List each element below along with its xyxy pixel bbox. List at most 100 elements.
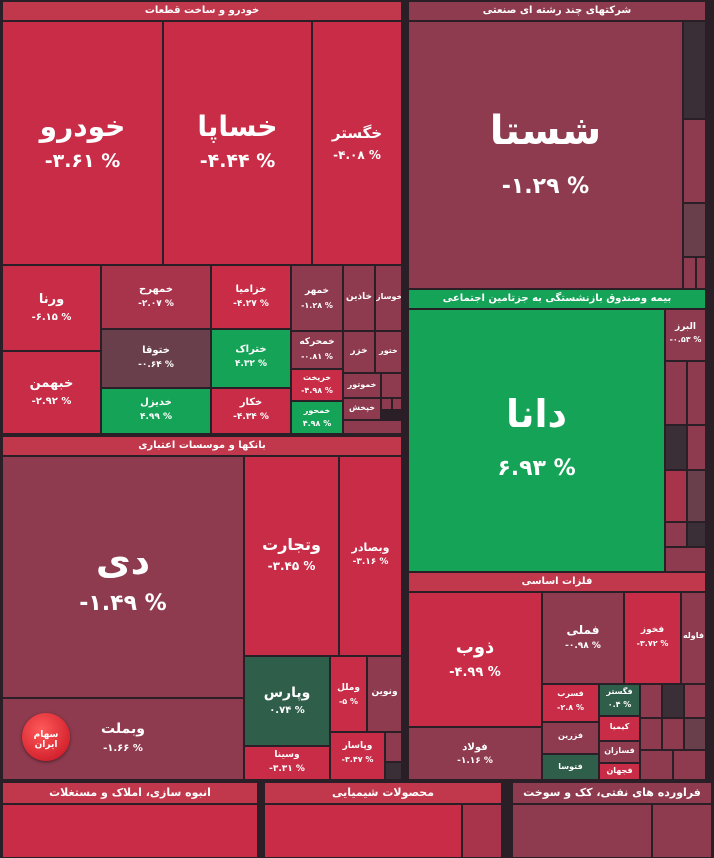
tile-small-i7[interactable] — [665, 522, 687, 547]
tile-name: خزر — [350, 346, 368, 356]
tile-small-m2[interactable] — [683, 119, 706, 203]
tile-chem-2[interactable] — [462, 804, 502, 858]
tile-fameli[interactable]: فملی -۰.۹۸ % — [542, 592, 624, 684]
tile-vbsader[interactable]: وبصادر -۳.۱۶ % — [339, 456, 402, 656]
tile-khkar[interactable]: خکار -۴.۳۴ % — [211, 388, 291, 434]
tile-khdizel[interactable]: خدیزل ۴.۹۹ % — [101, 388, 211, 434]
tile-khrikht[interactable]: خریخت -۴.۹۸ % — [291, 369, 343, 401]
tile-small-f6[interactable] — [684, 718, 706, 750]
tile-vtejarat[interactable]: وتجارت -۳.۴۵ % — [244, 456, 339, 656]
sector-header-petroleum[interactable]: فراورده های نفتی، کک و سوخت — [512, 782, 712, 804]
tile-zob[interactable]: ذوب -۴.۹۹ % — [408, 592, 542, 727]
tile-khmhor[interactable]: خمحور ۴.۹۸ % — [291, 401, 343, 434]
sector-header-metals[interactable]: فلزات اساسی — [408, 572, 706, 592]
tile-change: -۴.۰۸ % — [333, 148, 381, 162]
tile-khtoor[interactable]: ختور — [375, 331, 402, 373]
tile-khmehr[interactable]: خمهرح -۲.۰۷ % — [101, 265, 211, 329]
tile-small-m3[interactable] — [683, 203, 706, 257]
tile-fzarin[interactable]: فزرین — [542, 722, 599, 754]
tile-small-i1[interactable] — [665, 361, 687, 425]
tile-name: فسرب — [557, 689, 584, 698]
tile-small-i3[interactable] — [665, 425, 687, 470]
tile-fkhoz[interactable]: فخوز -۳.۷۲ % — [624, 592, 681, 684]
tile-small-i4[interactable] — [687, 425, 706, 470]
sector-header-banks[interactable]: بانکها و موسسات اعتباری — [2, 436, 402, 456]
tile-pet-1[interactable] — [512, 804, 652, 858]
tile-khosaz[interactable]: خوساز — [375, 265, 402, 331]
tile-khbahman[interactable]: خبهمن -۲.۹۲ % — [2, 351, 101, 434]
tile-varna[interactable]: ورنا -۶.۱۵ % — [2, 265, 101, 351]
tile-khpakhsh[interactable]: خپخش — [343, 398, 381, 420]
tile-khsapa[interactable]: خساپا -۴.۴۴ % — [163, 21, 312, 265]
tile-khodro[interactable]: خودرو -۳.۶۱ % — [2, 21, 163, 265]
tile-dey[interactable]: دی -۱.۴۹ % — [2, 456, 244, 698]
sector-header-multi[interactable]: شرکتهای چند رشته ای صنعتی — [408, 1, 706, 21]
tile-khazamia[interactable]: خزامیا -۴.۲۷ % — [211, 265, 291, 329]
tile-name: خکار — [239, 397, 263, 408]
tile-small-m1[interactable] — [683, 21, 706, 119]
tile-small-a1[interactable] — [381, 373, 402, 398]
tile-small-f4[interactable] — [640, 718, 662, 750]
tile-fjahan[interactable]: فجهان — [599, 763, 640, 780]
tile-faloleh[interactable]: فاوله — [681, 592, 706, 684]
tile-small-i8[interactable] — [687, 522, 706, 547]
tile-vparas[interactable]: وپارس ۰.۷۴ % — [244, 656, 330, 746]
tile-vmelal[interactable]: وملل -۵ % — [330, 656, 367, 732]
tile-khteraak[interactable]: ختراک ۴.۳۲ % — [211, 329, 291, 388]
tile-name: دی — [95, 539, 151, 583]
tile-fgostar[interactable]: فگستر ۰.۴ % — [599, 684, 640, 716]
tile-pet-2[interactable] — [652, 804, 712, 858]
tile-small-m4[interactable] — [683, 257, 696, 289]
sector-header-chemicals[interactable]: محصولات شیمیایی — [264, 782, 502, 804]
sector-header-real-estate[interactable]: انبوه سازی، املاک و مستغلات — [2, 782, 258, 804]
tile-name: خپخش — [348, 403, 376, 412]
tile-khamhr[interactable]: خمهر -۱.۲۸ % — [291, 265, 343, 331]
tile-name: خمحرکه — [299, 337, 335, 347]
tile-change: -۳.۷۲ % — [636, 639, 669, 648]
tile-small-m5[interactable] — [696, 257, 706, 289]
tile-vsina[interactable]: وسینا -۳.۳۱ % — [244, 746, 330, 780]
tile-small-f5[interactable] — [662, 718, 684, 750]
tile-small-a3[interactable] — [392, 398, 402, 410]
tile-khmharke[interactable]: خمحرکه -۰.۸۱ % — [291, 331, 343, 369]
tile-dana[interactable]: دانا ۶.۹۳ % — [408, 309, 665, 572]
tile-shasta[interactable]: شستا -۱.۲۹ % — [408, 21, 683, 289]
tile-khegostar[interactable]: خگستر -۴.۰۸ % — [312, 21, 402, 265]
tile-vnovin[interactable]: ونوین — [367, 656, 402, 732]
tile-alborz[interactable]: البرز -۰.۵۳ % — [665, 309, 706, 361]
tile-khtogha[interactable]: ختوقا -۰.۶۴ % — [101, 329, 211, 388]
tile-name: شستا — [489, 108, 602, 154]
tile-folad[interactable]: فولاد -۱.۱۶ % — [408, 727, 542, 780]
tile-small-a4[interactable] — [343, 420, 402, 434]
tile-small-a2[interactable] — [381, 398, 392, 410]
tile-change: -۴.۹۸ % — [301, 386, 333, 395]
tile-change: -۱.۴۹ % — [79, 591, 167, 616]
tile-small-i6[interactable] — [687, 470, 706, 522]
tile-small-f3[interactable] — [684, 684, 706, 718]
tile-fasrab[interactable]: فسرب -۲.۸ % — [542, 684, 599, 722]
tile-khzar[interactable]: خزر — [343, 331, 375, 373]
tile-khmotor[interactable]: خموتور — [343, 373, 381, 398]
sector-header-insurance[interactable]: بیمه وصندوق بازنشستگی به جزتامین اجتماعی — [408, 289, 706, 309]
brand-logo: سهام ایران — [22, 713, 70, 761]
tile-small-f8[interactable] — [673, 750, 706, 780]
tile-small-f2[interactable] — [662, 684, 684, 718]
tile-small-b1[interactable] — [385, 732, 402, 762]
tile-small-i2[interactable] — [687, 361, 706, 425]
tile-fsazan[interactable]: فسازان — [599, 741, 640, 763]
tile-small-b2[interactable] — [385, 762, 402, 780]
tile-small-i5[interactable] — [665, 470, 687, 522]
tile-small-i9[interactable] — [665, 547, 706, 572]
tile-small-f1[interactable] — [640, 684, 662, 718]
tile-change: ۴.۹۹ % — [139, 412, 173, 422]
tile-kimia[interactable]: کیمیا — [599, 716, 640, 741]
tile-ftosa[interactable]: فتوسا — [542, 754, 599, 780]
tile-vpasar[interactable]: وپاسار -۳.۴۷ % — [330, 732, 385, 780]
sector-header-auto[interactable]: خودرو و ساخت قطعات — [2, 1, 402, 21]
tile-change: -۱.۶۶ % — [103, 743, 143, 754]
tile-change: -۳.۶۱ % — [44, 150, 121, 172]
tile-re-main[interactable] — [2, 804, 258, 858]
tile-small-f7[interactable] — [640, 750, 673, 780]
tile-chem-main[interactable] — [264, 804, 462, 858]
tile-khadin[interactable]: خاذین — [343, 265, 375, 331]
